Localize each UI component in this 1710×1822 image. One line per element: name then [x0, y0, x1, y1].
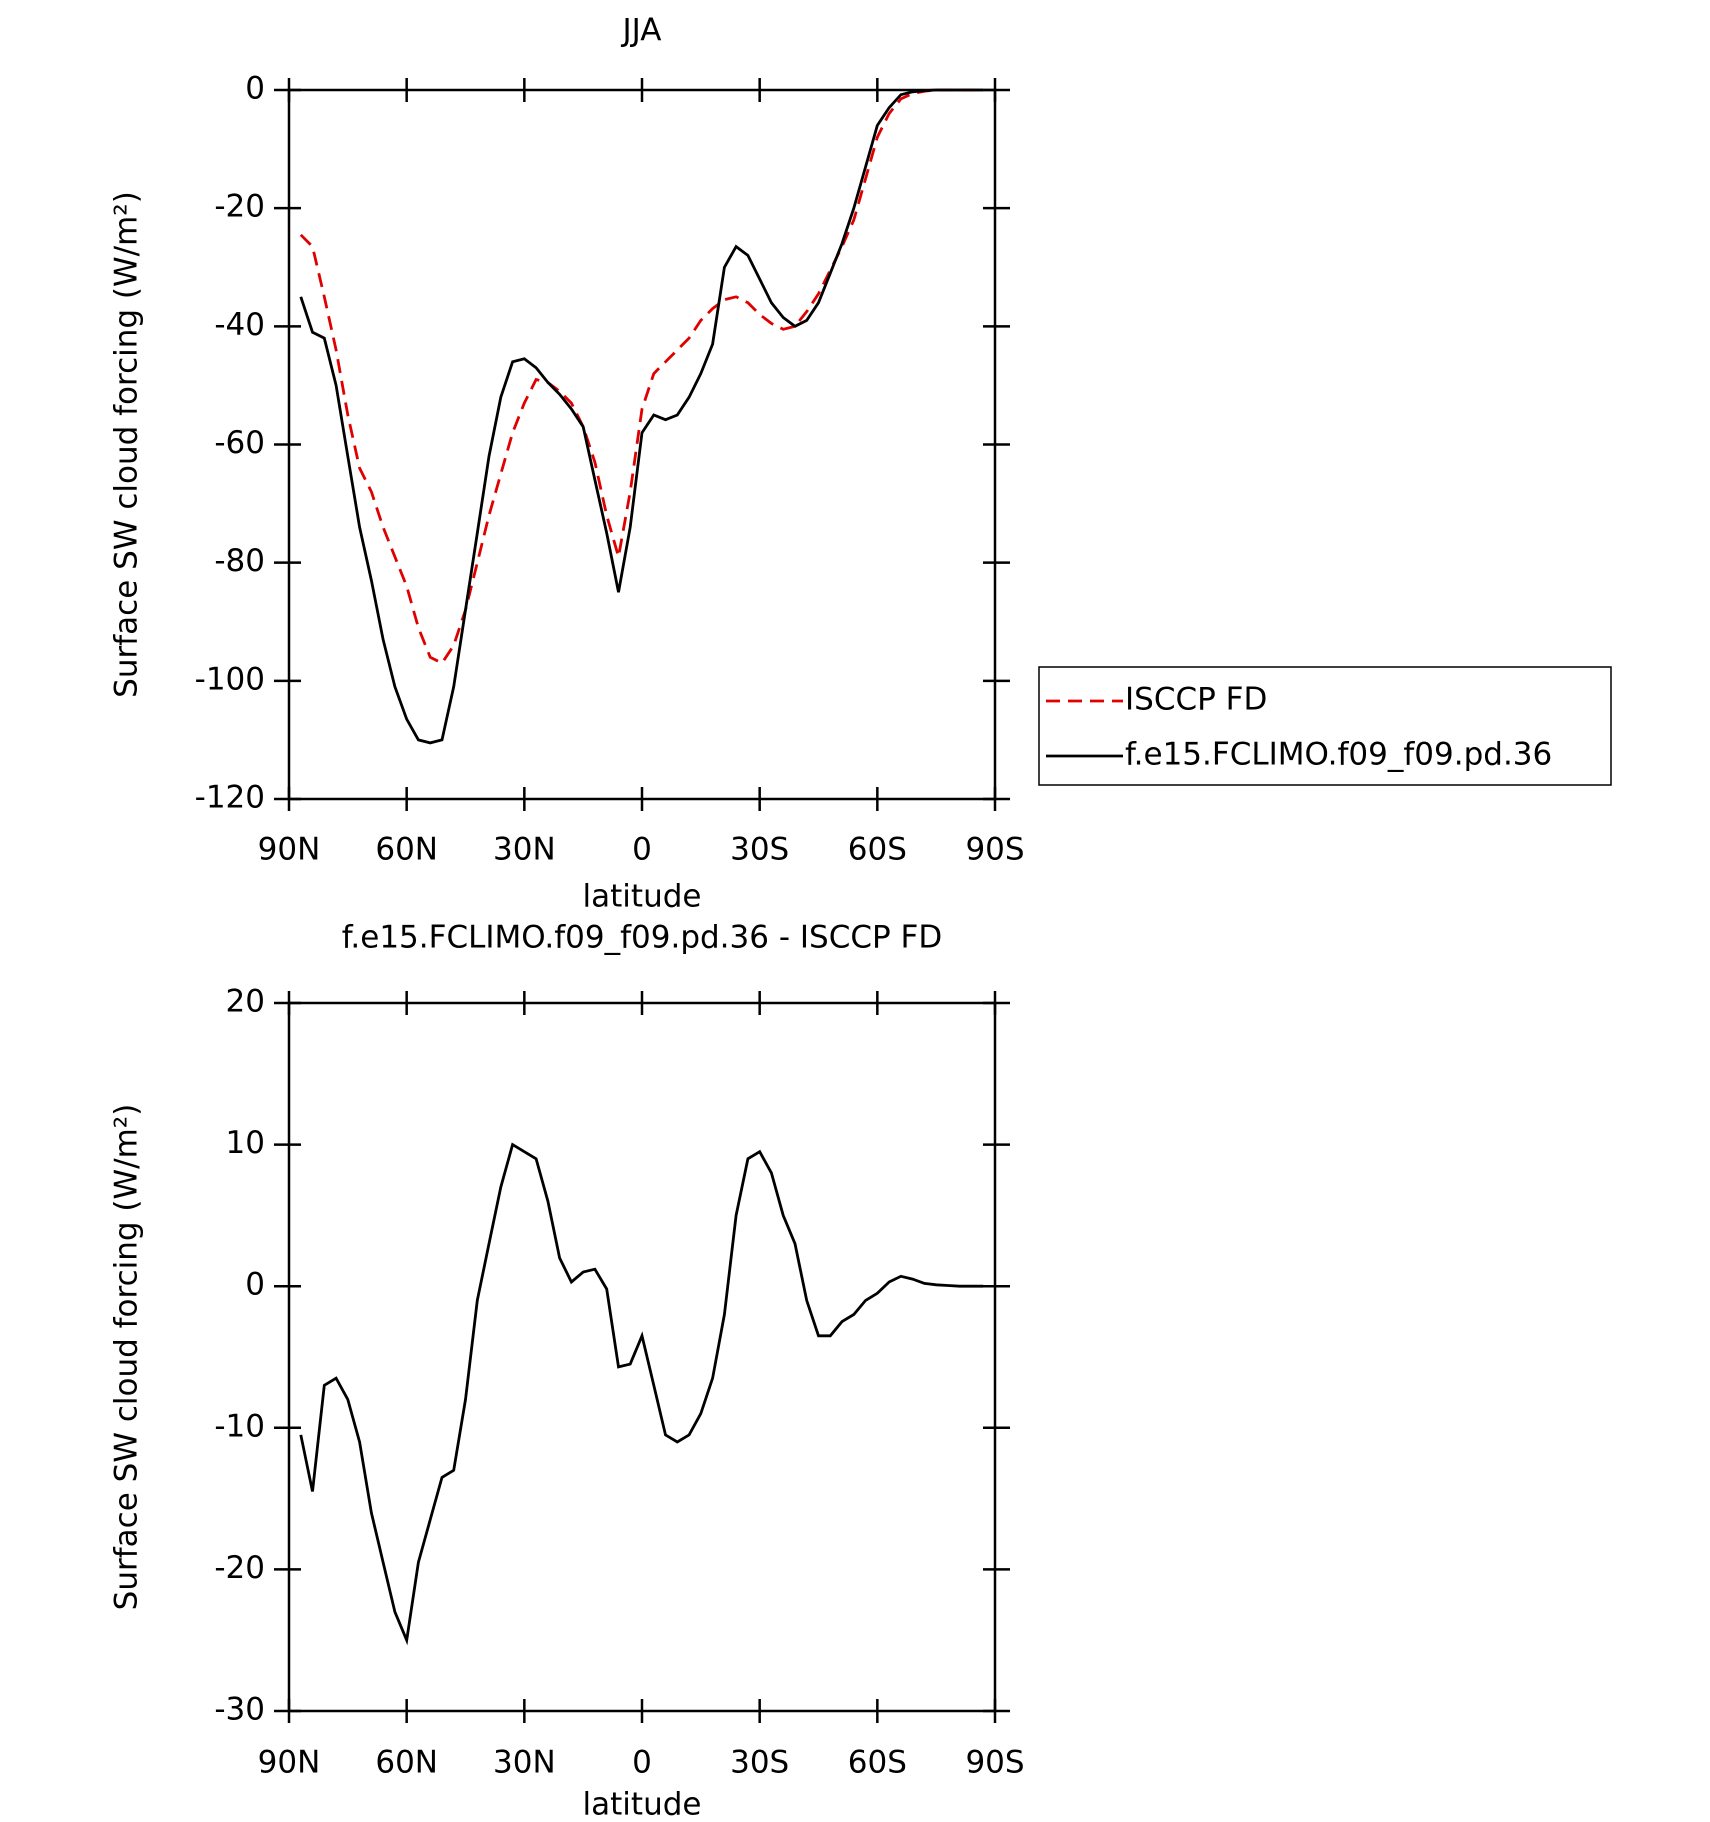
chart-title: f.e15.FCLIMO.f09_f09.pd.36 - ISCCP FD: [342, 920, 943, 956]
y-tick-label: -80: [214, 543, 265, 579]
legend-label: f.e15.FCLIMO.f09_f09.pd.36: [1125, 737, 1552, 773]
y-tick-label: -60: [214, 425, 265, 461]
y-tick-label: -40: [214, 307, 265, 343]
x-tick-label: 0: [632, 832, 652, 868]
plot-frame: [287, 1001, 997, 1713]
data-line: [299, 1142, 984, 1646]
x-tick-label: 90S: [965, 832, 1024, 868]
x-tick-label: 60S: [848, 1745, 907, 1781]
y-tick-label: -20: [214, 189, 265, 225]
chart-title: JJA: [621, 13, 662, 49]
y-tick-label: 20: [226, 984, 265, 1020]
x-axis-label: latitude: [583, 1787, 702, 1822]
data-line: [299, 88, 984, 745]
y-axis-label: Surface SW cloud forcing (W/m²): [109, 1104, 145, 1611]
x-tick-label: 0: [632, 1745, 652, 1781]
x-tick-label: 30N: [493, 1745, 556, 1781]
y-tick-label: -100: [195, 661, 265, 697]
x-tick-label: 60N: [375, 832, 438, 868]
data-line: [299, 88, 984, 665]
x-tick-label: 90N: [258, 832, 321, 868]
y-tick-label: -120: [195, 780, 265, 816]
x-tick-label: 90N: [258, 1745, 321, 1781]
x-tick-label: 60S: [848, 832, 907, 868]
y-tick-label: 0: [245, 1267, 265, 1303]
y-tick-label: 0: [245, 71, 265, 107]
y-tick-label: -30: [214, 1692, 265, 1728]
y-axis-label: Surface SW cloud forcing (W/m²): [109, 191, 145, 698]
x-tick-label: 60N: [375, 1745, 438, 1781]
x-tick-label: 90S: [965, 1745, 1024, 1781]
legend-label: ISCCP FD: [1125, 682, 1267, 718]
y-tick-label: -10: [214, 1408, 265, 1444]
plot-frame: [287, 88, 997, 801]
x-tick-label: 30S: [730, 1745, 789, 1781]
x-tick-label: 30N: [493, 832, 556, 868]
y-tick-label: 10: [226, 1125, 265, 1161]
legend-box: [1038, 666, 1612, 786]
x-tick-label: 30S: [730, 832, 789, 868]
x-axis-label: latitude: [583, 879, 702, 915]
y-tick-label: -20: [214, 1550, 265, 1586]
